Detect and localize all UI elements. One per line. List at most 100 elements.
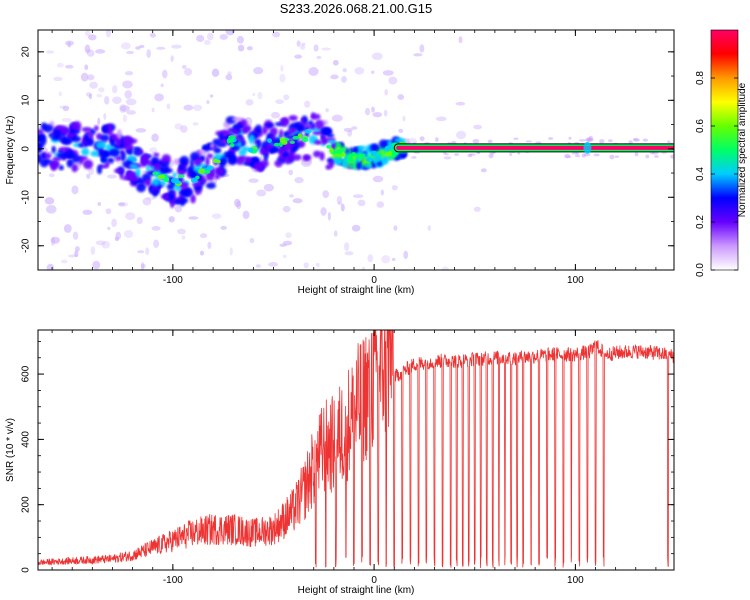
spectrogram-noise (393, 225, 398, 231)
spectrogram-xlabel: Height of straight line (km) (298, 285, 415, 296)
spectrogram-noise (145, 196, 156, 201)
spectrogram-noise (487, 139, 493, 143)
spectrogram-noise (397, 94, 405, 100)
spectrogram-noise (340, 203, 345, 212)
spectrogram-cell (189, 158, 195, 169)
spectrogram-noise (435, 137, 439, 143)
spectrogram-hotspot (326, 144, 332, 149)
spectrogram-cell (347, 163, 357, 168)
spectrogram-cell (352, 146, 359, 154)
spectrogram-cell (373, 153, 382, 163)
spectrogram-cell (115, 137, 121, 147)
spectrogram-noise (183, 104, 194, 111)
spectrogram-noise (115, 231, 122, 240)
spectrogram-noise (488, 153, 494, 159)
spectrogram-hotspot (267, 138, 272, 143)
spectrogram-noise (468, 153, 476, 156)
spectrogram-cell (313, 150, 322, 158)
spectrogram-noise (321, 47, 332, 51)
spectrogram-noise (60, 259, 68, 264)
spectrogram-noise (547, 137, 554, 140)
spectrogram-noise (609, 154, 615, 160)
spectrogram-noise (211, 68, 220, 78)
spectrogram-noise (525, 140, 533, 143)
spectrogram-cell (356, 161, 362, 171)
spectrogram-y-tick-label: 10 (21, 94, 32, 106)
spectrogram-cell (65, 149, 75, 159)
spectrogram-noise (279, 243, 287, 247)
spectrogram-noise (249, 237, 255, 244)
spectrogram-cell (220, 129, 231, 136)
spectrogram-noise (199, 233, 208, 239)
spectrogram-noise (46, 263, 55, 270)
spectrogram-noise (84, 44, 91, 54)
spectrogram-cell (336, 159, 343, 164)
spectrogram-hotspot (157, 174, 165, 180)
spectrogram-cell (312, 130, 322, 136)
spectrogram-noise (170, 55, 174, 62)
spectrogram-cell (314, 139, 323, 145)
colorbar-tick-label: 0.8 (695, 71, 706, 85)
spectrogram-cell (115, 156, 122, 161)
tone-bulge (583, 141, 592, 154)
spectrogram-noise (101, 240, 110, 249)
spectrogram-hotspot (387, 150, 393, 156)
spectrogram-noise (252, 92, 256, 97)
spectrogram-cell (132, 146, 141, 151)
spectrogram-noise (341, 75, 347, 83)
spectrogram-noise (435, 116, 447, 122)
spectrogram-noise (105, 208, 112, 215)
spectrogram-hotspot (204, 169, 211, 174)
spectrogram-cell (291, 154, 302, 161)
spectrogram-cell (256, 139, 262, 149)
spectrogram-cell (163, 192, 170, 201)
spectrogram-cell (58, 165, 64, 171)
spectrogram-noise (50, 236, 60, 244)
spectrogram-noise (382, 70, 394, 76)
spectrogram-noise (372, 112, 383, 118)
spectrogram-cell (78, 142, 85, 148)
spectrogram-cell (269, 127, 278, 137)
spectrogram-noise (453, 153, 460, 156)
colorbar-ticks: 0.0 0.2 0.4 0.6 0.8 (695, 71, 738, 277)
spectrogram-cell (269, 147, 280, 152)
spectrogram-noise (74, 246, 80, 252)
spectrogram-noise (71, 185, 79, 195)
spectrogram-noise (245, 99, 254, 106)
spectrogram-cell (252, 156, 260, 164)
spectrogram-noise (237, 44, 245, 52)
spectrogram-noise (364, 107, 371, 116)
spectrogram-cell (44, 159, 52, 164)
spectrogram-noise (634, 152, 639, 157)
spectrogram-cell (55, 125, 66, 130)
spectrogram-cell (303, 155, 309, 161)
spectrogram-cell (159, 163, 170, 173)
spectrogram-noise (149, 32, 156, 38)
spectrogram-noise (242, 210, 250, 220)
spectrogram-cell (146, 164, 151, 172)
spectrogram-noise (124, 90, 132, 99)
spectrogram-noise (111, 218, 117, 228)
spectrogram-noise (92, 260, 101, 270)
spectrogram-noise (118, 202, 126, 206)
spectrogram-noise (137, 250, 145, 254)
spectrogram-cell (122, 135, 134, 145)
spectrogram-noise (88, 93, 93, 100)
spectrogram-noise (140, 263, 147, 269)
spectrogram-noise (96, 93, 103, 98)
spectrogram-cell (232, 123, 244, 130)
spectrogram-cell (126, 171, 134, 181)
spectrogram-cell (148, 184, 154, 194)
spectrogram-noise (384, 88, 389, 96)
spectrogram-noise (344, 242, 350, 251)
spectrogram-hotspot (301, 136, 309, 143)
spectrogram-cell (253, 162, 263, 172)
spectrogram-cell (197, 150, 207, 155)
spectrogram-cell (72, 135, 82, 143)
spectrogram-cell (178, 188, 189, 197)
spectrogram-cell (364, 163, 372, 168)
spectrogram-noise (593, 153, 600, 157)
spectrogram-noise (174, 205, 183, 213)
spectrogram-cell (394, 137, 406, 143)
spectrogram-cell (50, 134, 60, 141)
